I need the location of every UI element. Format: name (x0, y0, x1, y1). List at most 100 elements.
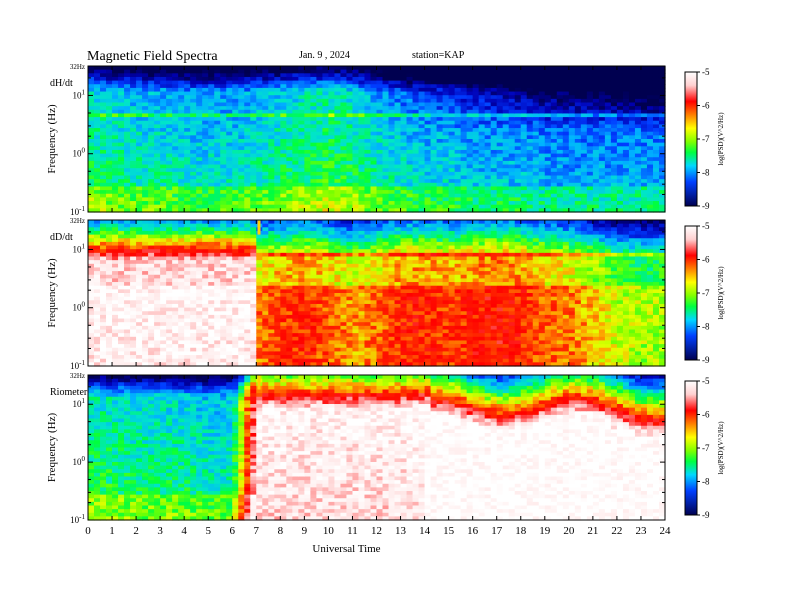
spectrogram-cell (490, 146, 498, 151)
spectrogram-cell (592, 113, 600, 118)
spectrogram-cell (508, 69, 516, 74)
figure-title: Magnetic Field Spectra (87, 49, 218, 64)
spectrogram-cell (490, 73, 498, 78)
spectrogram-cell (340, 95, 348, 100)
spectrogram-cell (358, 131, 366, 136)
spectrogram-cell (454, 193, 462, 198)
spectrogram-cell (334, 201, 342, 206)
spectrogram-cell (454, 139, 462, 144)
spectrogram-cell (142, 307, 149, 312)
spectrogram-cell (142, 135, 149, 140)
spectrogram-cell (460, 142, 468, 147)
spectrogram-cell (472, 208, 480, 213)
spectrogram-cell (340, 117, 348, 122)
spectrogram-cell (496, 175, 504, 180)
spectrogram-cell (136, 267, 143, 272)
spectrogram-cell (442, 182, 450, 188)
spectrogram-cell (370, 153, 378, 158)
spectrogram-cell (160, 204, 167, 209)
spectrogram-cell (274, 87, 281, 93)
spectrogram-cell (370, 128, 378, 133)
spectrogram-cell (172, 325, 179, 331)
spectrogram-cell (610, 102, 618, 107)
spectrogram-cell (298, 120, 305, 125)
spectrogram-cell (640, 193, 648, 198)
spectrogram-cell (130, 314, 137, 320)
spectrogram-cell (466, 117, 474, 122)
spectrogram-cell (280, 179, 287, 184)
spectrogram-cell (172, 358, 179, 363)
spectrogram-cell (454, 179, 462, 184)
spectrogram-cell (460, 193, 468, 198)
spectrogram-cell (472, 190, 480, 195)
spectrogram-cell (226, 234, 233, 239)
spectrogram-cell (184, 227, 191, 232)
spectrogram-cell (346, 153, 354, 158)
spectrogram-cell (94, 271, 101, 276)
spectrogram-cell (112, 293, 119, 298)
spectrogram-cell (94, 227, 101, 232)
spectrogram-cell (160, 73, 167, 78)
spectrogram-cell (202, 285, 209, 290)
spectrogram-cell (622, 153, 630, 158)
spectrogram-cell (244, 220, 251, 225)
spectrogram-cell (466, 168, 474, 173)
spectrogram-cell (214, 204, 221, 209)
spectrogram-cell (514, 197, 522, 202)
spectrogram-cell (574, 157, 582, 162)
spectrogram-cell (292, 135, 299, 140)
spectrogram-cell (148, 95, 155, 100)
spectrogram-cell (232, 98, 239, 104)
spectrogram-cell (358, 168, 366, 173)
spectrogram-cell (256, 333, 263, 338)
spectrogram-cell (286, 76, 293, 82)
spectrogram-cell (256, 340, 263, 345)
spectrogram-cell (106, 303, 113, 309)
spectrogram-cell (160, 311, 167, 316)
spectrogram-cell (124, 84, 131, 89)
spectrogram-cell (532, 128, 540, 133)
spectrogram-cell (100, 95, 107, 100)
spectrogram-cell (520, 124, 528, 129)
spectrogram-cell (142, 303, 149, 309)
spectrogram-cell (94, 358, 101, 363)
spectrogram-cell (136, 109, 143, 115)
spectrogram-cell (466, 109, 474, 115)
spectrogram-cell (622, 80, 630, 85)
spectrogram-cell (382, 139, 390, 144)
spectrogram-cell (178, 186, 185, 191)
spectrogram-cell (400, 73, 408, 78)
spectrogram-cell (118, 285, 125, 290)
spectrogram-cell (226, 164, 233, 169)
spectrogram-cell (316, 175, 324, 180)
spectrogram-cell (250, 249, 257, 254)
spectrogram-cell (160, 120, 167, 125)
spectrogram-cell (352, 139, 360, 144)
spectrogram-cell (94, 98, 101, 104)
spectrogram-cell (292, 124, 299, 129)
spectrogram-cell (160, 230, 167, 236)
spectrogram-cell (208, 245, 215, 250)
spectrogram-cell (124, 230, 131, 236)
spectrogram-cell (640, 142, 648, 147)
spectrogram-cell (592, 73, 600, 78)
spectrogram-cell (154, 160, 161, 166)
spectrogram-cell (238, 91, 245, 96)
spectrogram-cell (280, 73, 287, 78)
spectrogram-cell (214, 76, 221, 82)
spectrogram-cell (538, 109, 546, 115)
spectrogram-cell (106, 146, 113, 151)
spectrogram-cell (178, 117, 185, 122)
spectrogram-cell (364, 160, 372, 166)
spectrogram-cell (244, 146, 251, 151)
spectrogram-cell (238, 230, 245, 236)
spectrogram-cell (658, 149, 666, 155)
spectrogram-cell (478, 76, 486, 82)
spectrogram-cell (154, 329, 161, 334)
spectrogram-cell (448, 76, 456, 82)
spectrogram-cell (598, 135, 606, 140)
spectrogram-cell (310, 149, 317, 155)
spectrogram-cell (208, 113, 215, 118)
spectrogram-cell (160, 333, 167, 338)
spectrogram-cell (556, 117, 564, 122)
